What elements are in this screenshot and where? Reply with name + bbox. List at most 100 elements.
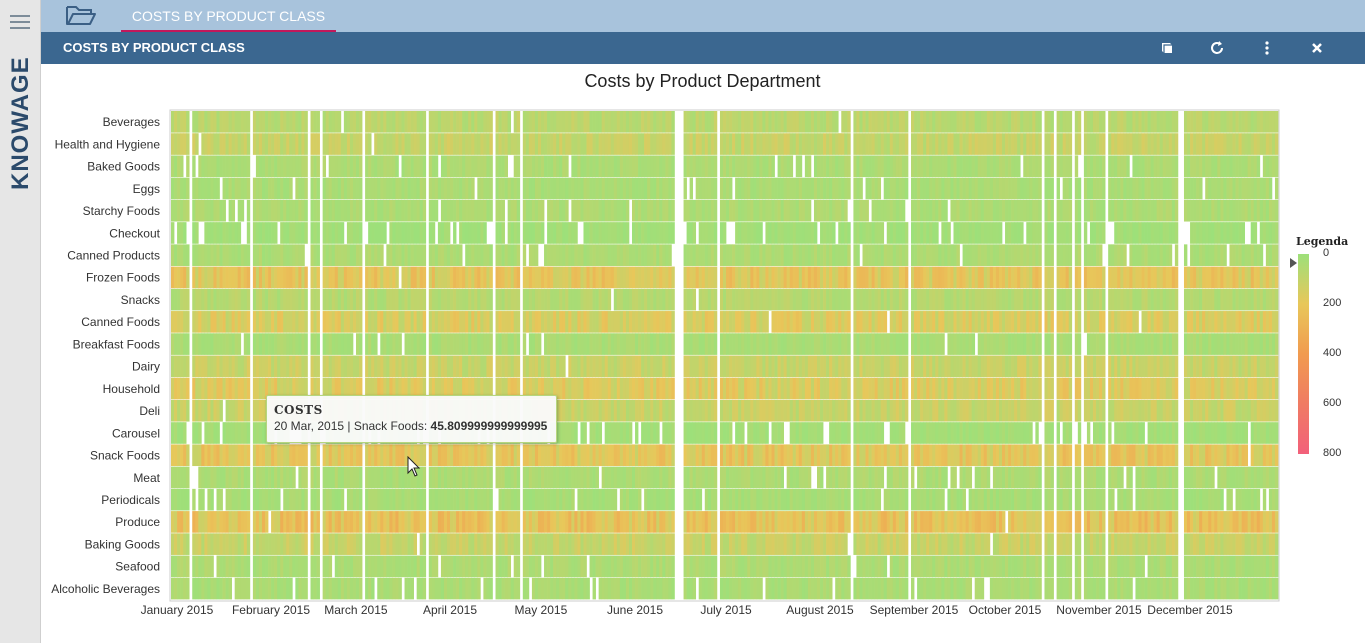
heatmap-cell[interactable] [989,288,994,311]
heatmap-cell[interactable] [765,177,769,200]
heatmap-cell[interactable] [616,422,621,444]
heatmap-cell[interactable] [1168,111,1173,133]
heatmap-cell[interactable] [686,222,690,244]
heatmap-cell[interactable] [531,222,536,244]
heatmap-cell[interactable] [895,355,900,378]
heatmap-cell[interactable] [792,399,797,422]
heatmap-cell[interactable] [349,133,354,155]
heatmap-cell[interactable] [1187,155,1191,178]
heatmap-cell[interactable] [692,111,697,133]
heatmap-cell[interactable] [1256,333,1261,355]
heatmap-cell[interactable] [877,333,882,355]
heatmap-cell[interactable] [183,111,187,133]
heatmap-cell[interactable] [650,333,654,355]
heatmap-cell[interactable] [880,155,885,178]
heatmap-cell[interactable] [1253,399,1258,422]
heatmap-cell[interactable] [477,199,481,222]
heatmap-cell[interactable] [1141,266,1145,289]
heatmap-cell[interactable] [477,333,481,355]
heatmap-cell[interactable] [1141,288,1145,311]
heatmap-cell[interactable] [171,333,175,355]
heatmap-cell[interactable] [632,244,636,266]
heatmap-cell[interactable] [835,177,839,200]
heatmap-cell[interactable] [671,288,675,311]
heatmap-cell[interactable] [1187,199,1191,222]
heatmap-cell[interactable] [780,422,784,444]
heatmap-cell[interactable] [804,244,809,266]
heatmap-cell[interactable] [1238,155,1242,178]
heatmap-cell[interactable] [616,133,621,155]
heatmap-cell[interactable] [295,377,299,400]
heatmap-cell[interactable] [901,399,906,422]
heatmap-cell[interactable] [349,266,354,289]
heatmap-cell[interactable] [471,311,475,333]
heatmap-cell[interactable] [1168,399,1173,422]
heatmap-cell[interactable] [480,266,484,289]
heatmap-cell[interactable] [386,199,390,222]
heatmap-cell[interactable] [923,266,927,289]
heatmap-cell[interactable] [719,199,724,222]
heatmap-cell[interactable] [243,377,248,400]
heatmap-cell[interactable] [310,355,314,378]
heatmap-cell[interactable] [541,133,545,155]
heatmap-cell[interactable] [1199,333,1203,355]
heatmap-cell[interactable] [1165,222,1170,244]
heatmap-cell[interactable] [826,377,830,400]
heatmap-cell[interactable] [968,111,973,133]
heatmap-cell[interactable] [1056,222,1060,244]
heatmap-cell[interactable] [1077,133,1082,155]
heatmap-cell[interactable] [1220,399,1224,422]
heatmap-cell[interactable] [1147,311,1151,333]
heatmap-cell[interactable] [486,244,490,266]
heatmap-cell[interactable] [789,133,794,155]
heatmap-cell[interactable] [1114,399,1118,422]
heatmap-cell[interactable] [992,266,997,289]
heatmap-cell[interactable] [1168,311,1173,333]
heatmap-cell[interactable] [1108,155,1112,178]
heatmap-cell[interactable] [644,133,648,155]
heatmap-cell[interactable] [765,288,769,311]
heatmap-cell[interactable] [1038,266,1042,289]
heatmap-cell[interactable] [974,199,979,222]
heatmap-cell[interactable] [683,288,687,311]
heatmap-cell[interactable] [983,288,988,311]
heatmap-cell[interactable] [595,244,599,266]
heatmap-cell[interactable] [786,177,791,200]
heatmap-cell[interactable] [586,377,590,400]
heatmap-cell[interactable] [234,111,239,133]
heatmap-cell[interactable] [1190,288,1194,311]
heatmap-cell[interactable] [440,133,445,155]
heatmap-cell[interactable] [1187,133,1191,155]
heatmap-cell[interactable] [1265,222,1270,244]
heatmap-cell[interactable] [231,355,236,378]
heatmap-cell[interactable] [550,311,554,333]
heatmap-cell[interactable] [923,222,927,244]
heatmap-cell[interactable] [1086,333,1091,355]
heatmap-cell[interactable] [1250,377,1255,400]
heatmap-cell[interactable] [556,266,560,289]
heatmap-cell[interactable] [255,355,260,378]
heatmap-cell[interactable] [1002,199,1006,222]
heatmap-cell[interactable] [1068,399,1073,422]
heatmap-cell[interactable] [935,333,939,355]
heatmap-cell[interactable] [222,244,226,266]
heatmap-cell[interactable] [892,155,897,178]
heatmap-cell[interactable] [983,311,988,333]
heatmap-cell[interactable] [395,333,399,355]
heatmap-cell[interactable] [504,177,508,200]
heatmap-cell[interactable] [1235,266,1239,289]
heatmap-cell[interactable] [346,311,351,333]
heatmap-cell[interactable] [289,222,293,244]
heatmap-cell[interactable] [735,333,739,355]
heatmap-cell[interactable] [1086,288,1091,311]
heatmap-cell[interactable] [859,177,863,200]
heatmap-cell[interactable] [904,288,909,311]
heatmap-cell[interactable] [231,199,236,222]
heatmap-cell[interactable] [1026,177,1030,200]
heatmap-cell[interactable] [304,311,308,333]
heatmap-cell[interactable] [798,399,803,422]
heatmap-cell[interactable] [938,199,942,222]
heatmap-cell[interactable] [392,266,396,289]
heatmap-cell[interactable] [177,288,181,311]
heatmap-cell[interactable] [322,177,327,200]
